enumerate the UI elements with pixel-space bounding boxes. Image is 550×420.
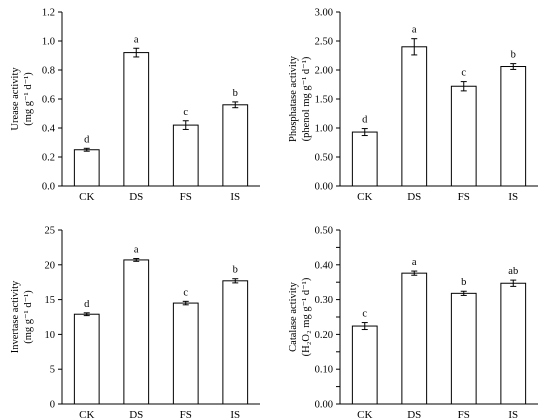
significance-label: c bbox=[461, 68, 466, 79]
bar bbox=[351, 325, 378, 405]
bar bbox=[450, 85, 477, 187]
y-tick-label: 0.00 bbox=[315, 182, 333, 193]
y-tick-label: 2.00 bbox=[315, 66, 333, 77]
catalase-chart: 0.00 0.10 0.20 0.30 0.40 0.50 Catalase activit… bbox=[288, 226, 538, 420]
y-tick-label: 1.00 bbox=[315, 124, 333, 135]
y-axis-label: Catalase activity bbox=[288, 281, 299, 351]
phosphatase-chart: 0.00 0.50 1.00 1.50 2.00 2.50 3.00 Phosphatase … bbox=[288, 8, 538, 203]
y-axis-label: (mg g⁻¹ d⁻¹) bbox=[23, 290, 34, 344]
x-tick-label: IS bbox=[508, 409, 518, 420]
y-tick-label: 15 bbox=[45, 295, 56, 306]
y-tick-label: 1.2 bbox=[42, 8, 55, 19]
y-tick-label: 20 bbox=[45, 260, 56, 271]
bar bbox=[123, 259, 150, 405]
bar bbox=[222, 104, 249, 187]
x-tick-label: FS bbox=[458, 191, 470, 203]
y-tick-label: 0.8 bbox=[42, 66, 55, 77]
x-tick-label: DS bbox=[129, 409, 143, 420]
y-axis-label: (H₂O₂ mg g⁻¹ d⁻¹) bbox=[301, 277, 312, 356]
y-tick-label: 25 bbox=[45, 226, 56, 237]
bar bbox=[401, 272, 428, 405]
x-tick-label: CK bbox=[357, 409, 372, 420]
y-tick-label: 0.20 bbox=[315, 330, 333, 341]
y-tick-label: 0.4 bbox=[42, 124, 56, 135]
x-tick-label: CK bbox=[79, 191, 94, 203]
significance-label: c bbox=[183, 287, 188, 298]
y-tick-label: 0 bbox=[50, 400, 55, 411]
x-tick-label: IS bbox=[508, 191, 518, 203]
bar bbox=[500, 66, 527, 187]
bar bbox=[73, 149, 100, 187]
significance-label: b bbox=[461, 277, 466, 288]
y-tick-label: 5 bbox=[50, 365, 55, 376]
y-axis-label: Invertase activity bbox=[10, 280, 21, 353]
x-tick-label: CK bbox=[79, 409, 94, 420]
urease-chart: 0.0 0.2 0.4 0.6 0.8 1.0 1.2 Urease activity (mg … bbox=[10, 8, 260, 203]
significance-label: a bbox=[134, 34, 139, 45]
x-tick-label: DS bbox=[407, 409, 421, 420]
bar bbox=[450, 292, 477, 405]
x-tick-label: DS bbox=[129, 191, 143, 203]
y-tick-label: 0.0 bbox=[42, 182, 55, 193]
y-tick-label: 0.40 bbox=[315, 260, 333, 271]
significance-label: c bbox=[362, 309, 367, 320]
bar bbox=[500, 282, 527, 405]
y-tick-label: 0.30 bbox=[315, 295, 333, 306]
y-tick-label: 1.50 bbox=[315, 95, 333, 106]
significance-label: b bbox=[233, 265, 238, 276]
invertase-chart: 0 5 10 15 20 25 Invertase activity (mg g⁻¹ d⁻¹)… bbox=[10, 226, 260, 420]
y-axis-label: (phenol mg g⁻¹ d⁻¹) bbox=[301, 56, 312, 141]
y-axis-label: Urease activity bbox=[10, 67, 21, 131]
significance-label: d bbox=[84, 299, 90, 310]
x-tick-label: FS bbox=[180, 409, 192, 420]
significance-label: d bbox=[362, 115, 368, 126]
y-tick-label: 0.10 bbox=[315, 365, 333, 376]
y-tick-label: 2.50 bbox=[315, 37, 333, 48]
bar bbox=[123, 52, 150, 187]
x-tick-label: IS bbox=[230, 409, 240, 420]
significance-label: d bbox=[84, 134, 90, 145]
y-tick-label: 0.6 bbox=[42, 95, 55, 106]
bar bbox=[222, 280, 249, 405]
significance-label: b bbox=[233, 88, 238, 99]
x-tick-label: DS bbox=[407, 191, 421, 203]
y-tick-label: 0.50 bbox=[315, 153, 333, 164]
significance-label: a bbox=[134, 245, 139, 256]
y-tick-label: 0.50 bbox=[315, 226, 333, 237]
significance-label: a bbox=[412, 257, 417, 268]
significance-label: c bbox=[183, 107, 188, 118]
x-tick-label: IS bbox=[230, 191, 240, 203]
bar bbox=[401, 46, 428, 187]
significance-label: ab bbox=[508, 266, 518, 277]
y-tick-label: 0.00 bbox=[315, 400, 333, 411]
y-tick-label: 3.00 bbox=[315, 8, 333, 19]
significance-label: b bbox=[511, 50, 516, 61]
y-tick-label: 1.0 bbox=[42, 37, 55, 48]
y-axis-label: (mg g⁻¹ d⁻¹) bbox=[23, 72, 34, 126]
x-tick-label: CK bbox=[357, 191, 372, 203]
bar bbox=[351, 131, 378, 187]
bar bbox=[172, 124, 199, 187]
y-tick-label: 0.2 bbox=[42, 153, 55, 164]
x-tick-label: FS bbox=[458, 409, 470, 420]
bar bbox=[73, 313, 100, 405]
bar bbox=[172, 302, 199, 405]
significance-label: a bbox=[412, 25, 417, 36]
y-tick-label: 10 bbox=[45, 330, 56, 341]
y-axis-label: Phosphatase activity bbox=[288, 55, 299, 142]
x-tick-label: FS bbox=[180, 191, 192, 203]
